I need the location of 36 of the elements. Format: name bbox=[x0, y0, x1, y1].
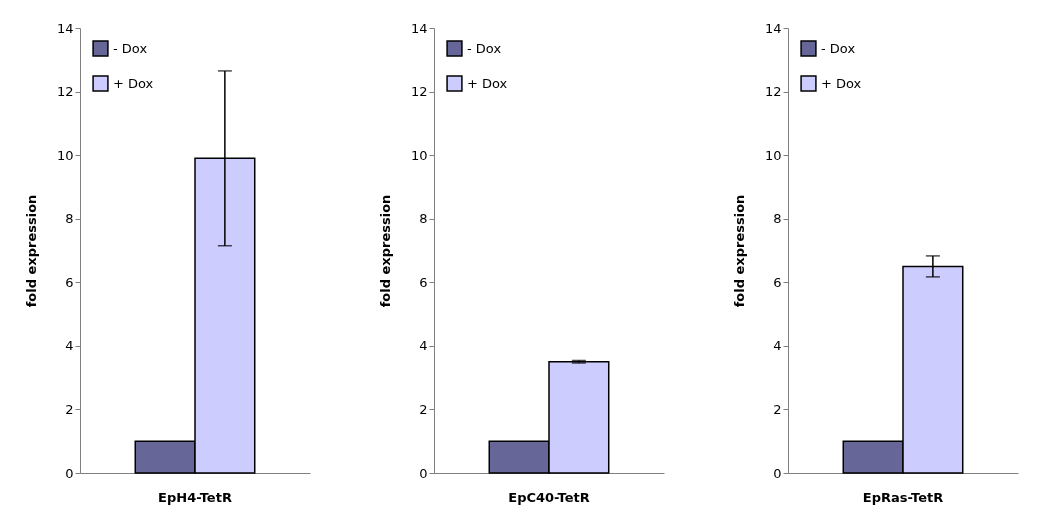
y-tick-label: 0 bbox=[65, 465, 74, 481]
y-axis-title: fold expression bbox=[377, 194, 393, 308]
y-tick-label: 6 bbox=[773, 274, 782, 290]
y-tick-label: 12 bbox=[410, 84, 428, 100]
y-axis-title: fold expression bbox=[23, 194, 39, 308]
legend-label: + Dox bbox=[467, 75, 508, 91]
legend-label: - Dox bbox=[821, 40, 856, 56]
y-tick-label: 0 bbox=[419, 465, 428, 481]
y-tick-label: 8 bbox=[419, 211, 428, 227]
y-tick-label: 6 bbox=[65, 274, 74, 290]
y-axis-title: fold expression bbox=[731, 194, 747, 308]
y-tick-label: 12 bbox=[56, 84, 74, 100]
legend-label: - Dox bbox=[113, 40, 148, 56]
y-tick-label: 10 bbox=[56, 147, 74, 163]
y-tick-label: 8 bbox=[773, 211, 782, 227]
y-tick-label: 4 bbox=[65, 338, 74, 354]
legend-label: - Dox bbox=[467, 40, 502, 56]
y-tick-label: 2 bbox=[419, 401, 428, 417]
y-tick-label: 2 bbox=[65, 401, 74, 417]
y-tick-label: 14 bbox=[764, 20, 782, 36]
y-tick-label: 10 bbox=[764, 147, 782, 163]
legend-label: + Dox bbox=[821, 75, 862, 91]
y-tick-label: 2 bbox=[773, 401, 782, 417]
y-tick-label: 14 bbox=[56, 20, 74, 36]
y-tick-label: 14 bbox=[410, 20, 428, 36]
y-tick-label: 12 bbox=[764, 84, 782, 100]
y-tick-label: 0 bbox=[773, 465, 782, 481]
y-tick-label: 8 bbox=[65, 211, 74, 227]
y-tick-label: 4 bbox=[419, 338, 428, 354]
legend-label: + Dox bbox=[113, 75, 154, 91]
y-tick-label: 10 bbox=[410, 147, 428, 163]
x-tick-label: EpC40-TetR bbox=[508, 489, 590, 505]
y-tick-label: 6 bbox=[419, 274, 428, 290]
x-tick-label: EpRas-TetR bbox=[862, 489, 944, 505]
x-tick-label: EpH4-TetR bbox=[158, 489, 232, 505]
y-tick-label: 4 bbox=[773, 338, 782, 354]
